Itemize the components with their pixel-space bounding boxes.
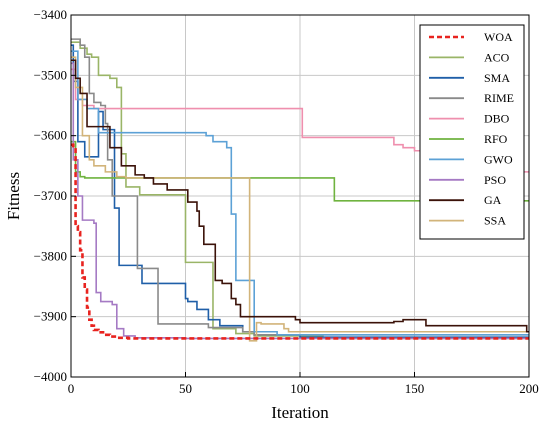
y-axis-label: Fitness — [4, 172, 23, 220]
y-axis-ticks: −4000 −3900 −3800 −3700 −3600 −3500 −3400 — [34, 7, 76, 384]
legend-label-gwo: GWO — [484, 152, 513, 166]
legend-label-aco: ACO — [484, 50, 510, 64]
series-lines — [71, 38, 529, 342]
legend-label-pso: PSO — [484, 173, 506, 187]
y-tick-label: −3700 — [34, 188, 67, 203]
legend-label-rime: RIME — [484, 91, 514, 105]
y-tick-label: −3500 — [34, 67, 67, 82]
legend-label-dbo: DBO — [484, 112, 510, 126]
y-tick-label: −3400 — [34, 7, 67, 22]
y-tick-label: −3800 — [34, 248, 67, 263]
series-line-rfo — [71, 140, 529, 202]
legend-label-ga: GA — [484, 193, 502, 207]
series-line-ga — [71, 59, 529, 333]
y-tick-label: −4000 — [34, 369, 67, 384]
series-line-woa — [71, 143, 529, 340]
legend: WOA ACO SMA RIME DBO RFO GWO PSO GA SSA — [419, 24, 525, 240]
y-tick-label: −3900 — [34, 309, 67, 324]
x-tick-label: 100 — [290, 381, 310, 396]
series-line-ssa — [71, 56, 529, 342]
x-axis-ticks: 0 50 100 150 200 — [68, 372, 539, 396]
x-tick-label: 150 — [405, 381, 425, 396]
x-axis-label: Iteration — [271, 403, 329, 422]
x-tick-label: 200 — [519, 381, 539, 396]
series-line-rime — [71, 38, 529, 336]
series-line-sma — [71, 44, 529, 338]
legend-box — [419, 24, 525, 240]
x-tick-label: 0 — [68, 381, 75, 396]
legend-label-woa: WOA — [484, 30, 513, 44]
y-tick-label: −3600 — [34, 128, 67, 143]
legend-label-rfo: RFO — [484, 132, 508, 146]
x-tick-label: 50 — [179, 381, 192, 396]
series-line-pso — [71, 62, 529, 340]
legend-label-ssa: SSA — [484, 214, 506, 228]
series-line-aco — [71, 41, 529, 340]
legend-label-sma: SMA — [484, 71, 510, 85]
